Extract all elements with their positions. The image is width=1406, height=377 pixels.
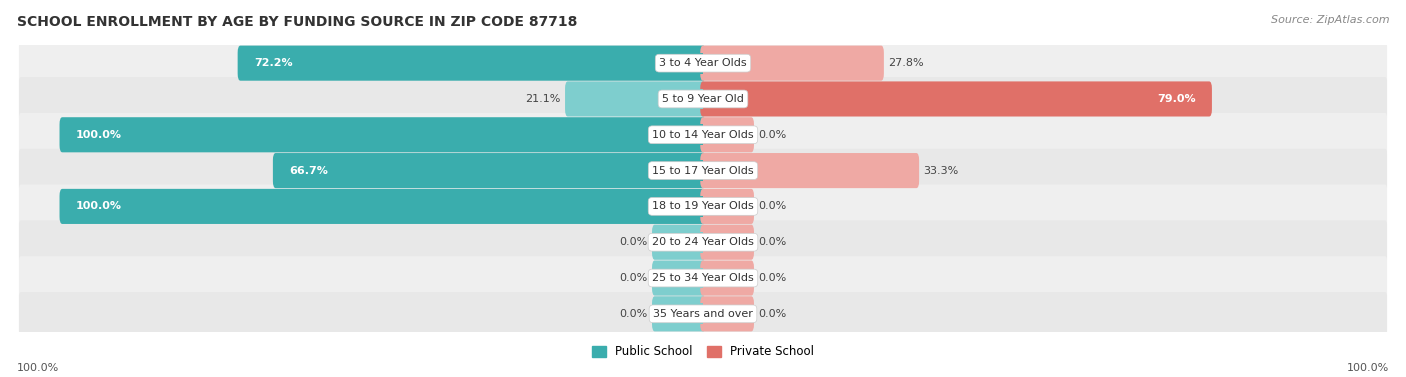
Text: 21.1%: 21.1% (526, 94, 561, 104)
FancyBboxPatch shape (700, 261, 754, 296)
Bar (703, 89, 709, 109)
Bar (697, 89, 703, 109)
FancyBboxPatch shape (652, 225, 706, 260)
Bar (697, 196, 703, 217)
Text: 18 to 19 Year Olds: 18 to 19 Year Olds (652, 201, 754, 211)
FancyBboxPatch shape (700, 189, 754, 224)
FancyBboxPatch shape (700, 117, 754, 152)
FancyBboxPatch shape (700, 296, 754, 331)
FancyBboxPatch shape (700, 81, 1212, 116)
Bar (697, 303, 703, 324)
FancyBboxPatch shape (18, 256, 1388, 300)
FancyBboxPatch shape (652, 261, 706, 296)
Text: 15 to 17 Year Olds: 15 to 17 Year Olds (652, 166, 754, 176)
FancyBboxPatch shape (18, 113, 1388, 156)
Text: 100.0%: 100.0% (1347, 363, 1389, 373)
Text: 100.0%: 100.0% (76, 201, 122, 211)
Text: 0.0%: 0.0% (620, 309, 648, 319)
FancyBboxPatch shape (700, 46, 884, 81)
Text: 0.0%: 0.0% (758, 309, 786, 319)
Text: 0.0%: 0.0% (758, 130, 786, 140)
Text: 5 to 9 Year Old: 5 to 9 Year Old (662, 94, 744, 104)
FancyBboxPatch shape (652, 296, 706, 331)
Text: 0.0%: 0.0% (758, 273, 786, 283)
Text: 0.0%: 0.0% (758, 237, 786, 247)
Text: 35 Years and over: 35 Years and over (652, 309, 754, 319)
Bar (703, 268, 709, 288)
Bar (703, 124, 709, 145)
FancyBboxPatch shape (18, 149, 1388, 192)
FancyBboxPatch shape (18, 221, 1388, 264)
Text: 27.8%: 27.8% (889, 58, 924, 68)
Text: Source: ZipAtlas.com: Source: ZipAtlas.com (1271, 15, 1389, 25)
FancyBboxPatch shape (238, 46, 706, 81)
Bar (703, 232, 709, 253)
Bar (697, 160, 703, 181)
Bar (697, 124, 703, 145)
Text: 20 to 24 Year Olds: 20 to 24 Year Olds (652, 237, 754, 247)
FancyBboxPatch shape (18, 185, 1388, 228)
Text: 10 to 14 Year Olds: 10 to 14 Year Olds (652, 130, 754, 140)
FancyBboxPatch shape (273, 153, 706, 188)
Bar (703, 196, 709, 217)
FancyBboxPatch shape (700, 225, 754, 260)
FancyBboxPatch shape (59, 117, 706, 152)
Bar (697, 268, 703, 288)
Text: 0.0%: 0.0% (620, 237, 648, 247)
Bar (697, 53, 703, 74)
Text: 79.0%: 79.0% (1157, 94, 1195, 104)
Text: 66.7%: 66.7% (290, 166, 328, 176)
Text: 33.3%: 33.3% (924, 166, 959, 176)
FancyBboxPatch shape (18, 77, 1388, 121)
Text: 25 to 34 Year Olds: 25 to 34 Year Olds (652, 273, 754, 283)
Text: 72.2%: 72.2% (254, 58, 292, 68)
Bar (697, 232, 703, 253)
Text: 0.0%: 0.0% (758, 201, 786, 211)
Text: 0.0%: 0.0% (620, 273, 648, 283)
Legend: Public School, Private School: Public School, Private School (586, 341, 820, 363)
Text: 100.0%: 100.0% (17, 363, 59, 373)
Text: 3 to 4 Year Olds: 3 to 4 Year Olds (659, 58, 747, 68)
FancyBboxPatch shape (59, 189, 706, 224)
Bar (703, 303, 709, 324)
FancyBboxPatch shape (18, 292, 1388, 336)
FancyBboxPatch shape (18, 41, 1388, 85)
Text: 100.0%: 100.0% (76, 130, 122, 140)
Text: SCHOOL ENROLLMENT BY AGE BY FUNDING SOURCE IN ZIP CODE 87718: SCHOOL ENROLLMENT BY AGE BY FUNDING SOUR… (17, 15, 578, 29)
Bar (703, 160, 709, 181)
FancyBboxPatch shape (700, 153, 920, 188)
Bar (703, 53, 709, 74)
FancyBboxPatch shape (565, 81, 706, 116)
